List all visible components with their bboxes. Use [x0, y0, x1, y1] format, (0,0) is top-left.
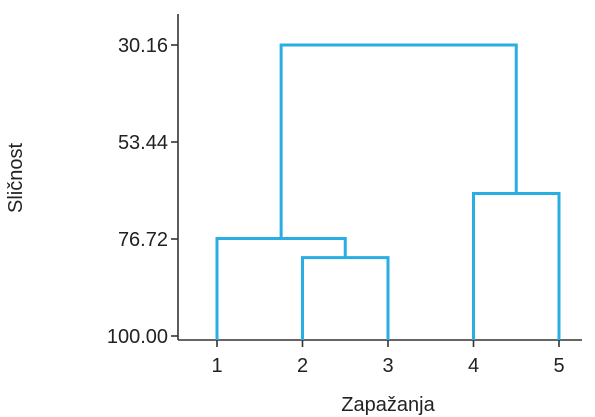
- dendrogram-links: [215, 43, 561, 340]
- x-tick-label: 5: [553, 355, 564, 377]
- y-tick-label: 100.00: [107, 326, 168, 348]
- dendrogram-link: [301, 256, 390, 340]
- y-axis-ticks: 30.16 53.44 76.72 100.00: [107, 35, 178, 348]
- dendrogram-link: [215, 237, 347, 340]
- y-axis-title: Sličnost: [5, 143, 27, 213]
- x-tick-label: 1: [211, 355, 222, 377]
- x-axis-ticks: 1 2 3 4 5: [211, 340, 565, 377]
- y-tick-label: 76.72: [118, 229, 168, 251]
- y-tick-label: 30.16: [118, 35, 168, 57]
- x-tick-label: 2: [297, 355, 308, 377]
- dendrogram-link: [472, 192, 561, 340]
- x-axis-title: Zapažanja: [341, 394, 435, 416]
- axes: [177, 14, 582, 341]
- x-tick-label: 3: [382, 355, 393, 377]
- dendrogram-link: [279, 43, 518, 239]
- x-tick-label: 4: [468, 355, 479, 377]
- y-tick-label: 53.44: [118, 132, 168, 154]
